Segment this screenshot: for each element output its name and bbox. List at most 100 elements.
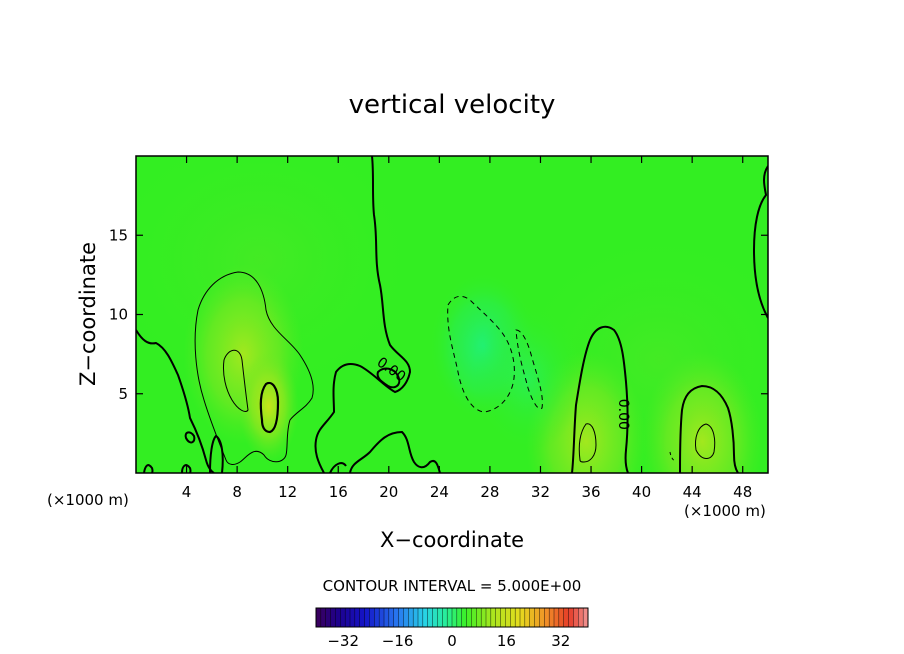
colorbar-cell (553, 607, 560, 628)
colorbar-cell (369, 607, 375, 628)
x-axis-ticks: 4 8 12 16 20 24 28 32 36 40 44 48 (182, 156, 752, 501)
colorbar-cell (471, 607, 477, 628)
x-tick-label: 44 (683, 483, 702, 501)
x-tick-label: 20 (379, 483, 398, 501)
colorbar-cell (417, 607, 424, 628)
colorbar-cell (354, 607, 361, 628)
x-axis-unit-right: (×1000 m) (684, 502, 766, 520)
x-tick-label: 24 (430, 483, 449, 501)
colorbar-cell (466, 607, 472, 628)
contour-label: 0.00 (615, 399, 631, 430)
contour-interval-label: CONTOUR INTERVAL = 5.000E+00 (323, 577, 582, 595)
updraft-contour-far-east (679, 384, 739, 473)
zero-contour-south-2 (329, 462, 347, 473)
y-axis-ticks: 5 10 15 (109, 226, 768, 403)
colorbar-tick-label: 0 (447, 632, 457, 650)
updraft-1 (238, 351, 299, 462)
colorbar-cell (325, 607, 332, 628)
x-tick-label: 40 (632, 483, 651, 501)
colorbar-cell (422, 607, 429, 628)
colorbar-cell (388, 607, 395, 628)
zero-contour-label-ring (376, 367, 401, 389)
x-tick-label: 48 (733, 483, 752, 501)
x-tick-label: 36 (581, 483, 600, 501)
x-tick-label: 28 (480, 483, 499, 501)
colorbar-cell (446, 607, 453, 628)
colorbar-tick-label: 16 (497, 632, 516, 650)
colorbar-cell (432, 607, 438, 628)
colorbar-cell (320, 607, 327, 628)
colorbar-cell (378, 607, 385, 628)
colorbar-cell (427, 607, 434, 628)
updraft-3 (642, 351, 763, 473)
colorbar-cell (398, 607, 404, 628)
contour-plus15-updraft-core (259, 381, 280, 434)
colorbar-cell (544, 607, 550, 628)
colorbar-cell (456, 607, 463, 628)
colorbar-cell (340, 607, 346, 628)
colorbar-cell (558, 607, 565, 628)
contour-plus10-updraft-inner (223, 349, 249, 413)
x-tick-label: 12 (278, 483, 297, 501)
colorbar-cell (490, 607, 497, 628)
colorbar-cell (315, 607, 322, 628)
feature-layer (183, 264, 763, 473)
contour-minus5-downdraft-2 (515, 329, 543, 410)
zero-contour-central (314, 156, 412, 473)
colorbar-cell (485, 607, 492, 628)
colorbar-cell (505, 607, 511, 628)
colorbar-cell (461, 607, 468, 628)
colorbar-cell (476, 607, 482, 628)
colorbar-cell (383, 607, 390, 628)
colorbar-ticks: −32 −16 0 16 32 (327, 632, 570, 650)
plot-area: 0.000.00 (136, 156, 768, 473)
colorbar-cell (403, 607, 409, 628)
chart-title: vertical velocity (349, 90, 556, 120)
colorbar-cell (442, 607, 448, 628)
zero-contour-blob-4 (209, 434, 224, 473)
colorbar-cell (349, 607, 356, 628)
colorbar-cell (514, 607, 521, 628)
downdraft-5 (472, 302, 583, 453)
x-tick-label: 32 (531, 483, 550, 501)
contour-plus5-east (578, 423, 597, 463)
colorbar-tick-label: 32 (551, 632, 570, 650)
colorbar-cell (563, 607, 570, 628)
zero-contour-east-edge (752, 165, 768, 319)
colorbar-cell (480, 607, 487, 628)
colorbar-cell (524, 607, 531, 628)
colorbar-cell (495, 607, 502, 628)
contour-minus5-downdraft-1 (447, 295, 515, 413)
colorbar-cell (359, 607, 366, 628)
y-tick-label: 10 (109, 306, 128, 324)
colorbar-cell (529, 607, 536, 628)
x-tick-label: 8 (232, 483, 242, 501)
y-tick-label: 5 (118, 385, 128, 403)
zero-contour-west (136, 329, 215, 473)
x-axis-unit-left: (×1000 m) (47, 491, 129, 509)
colorbar-cell (548, 607, 555, 628)
colorbar-cell (344, 607, 351, 628)
x-tick-label: 16 (329, 483, 348, 501)
y-axis-title: Z−coordinate (76, 242, 100, 386)
x-tick-label: 4 (182, 483, 192, 501)
colorbar-cell (374, 607, 380, 628)
colorbar-cell (578, 607, 584, 628)
colorbar-cell (393, 607, 400, 628)
colorbar-cell (573, 607, 579, 628)
colorbar-cell (437, 607, 443, 628)
zero-contour-blob-1 (184, 431, 196, 444)
colorbar-cell (330, 607, 336, 628)
contour-minus5-small (669, 451, 677, 461)
colorbar-cell (510, 607, 516, 628)
x-axis-title: X−coordinate (380, 528, 524, 552)
y-tick-label: 15 (109, 226, 128, 244)
updraft-contour-east (571, 325, 629, 473)
colorbar (315, 607, 589, 628)
colorbar-cell (539, 607, 545, 628)
colorbar-cell (364, 607, 370, 628)
zero-contour-south-1 (349, 430, 441, 473)
contour-plus5-far-east (695, 423, 716, 459)
colorbar-cell (408, 607, 414, 628)
